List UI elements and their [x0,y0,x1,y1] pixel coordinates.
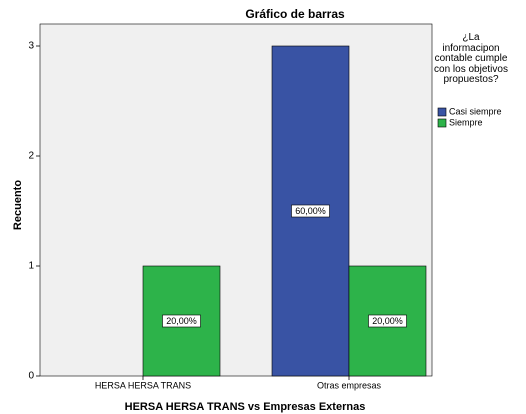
y-tick-label: 0 [28,371,34,382]
legend-swatch [437,118,447,128]
y-tick-label: 1 [28,261,34,272]
value-label: 60,00% [295,206,326,216]
label-box [368,314,407,328]
y-tick-label: 2 [28,151,34,162]
x-axis-title: HERSA HERSA TRANS vs Empresas Externas [125,401,366,413]
value-label: 20,00% [372,316,403,326]
label-box [162,314,201,328]
x-tick-label: HERSA HERSA TRANS [95,380,191,390]
x-tick-label: Otras empresas [317,380,382,390]
y-tick-label: 3 [28,41,34,52]
legend-title: ¿La informacipon contable cumple con los… [434,32,508,85]
legend-label: Casi siempre [449,106,502,116]
legend-swatch [437,107,447,117]
value-label: 20,00% [166,316,197,326]
y-axis-title: Recuento [12,180,24,230]
legend-label: Siempre [449,117,483,127]
chart-title: Gráfico de barras [245,7,345,21]
label-box [291,204,330,218]
